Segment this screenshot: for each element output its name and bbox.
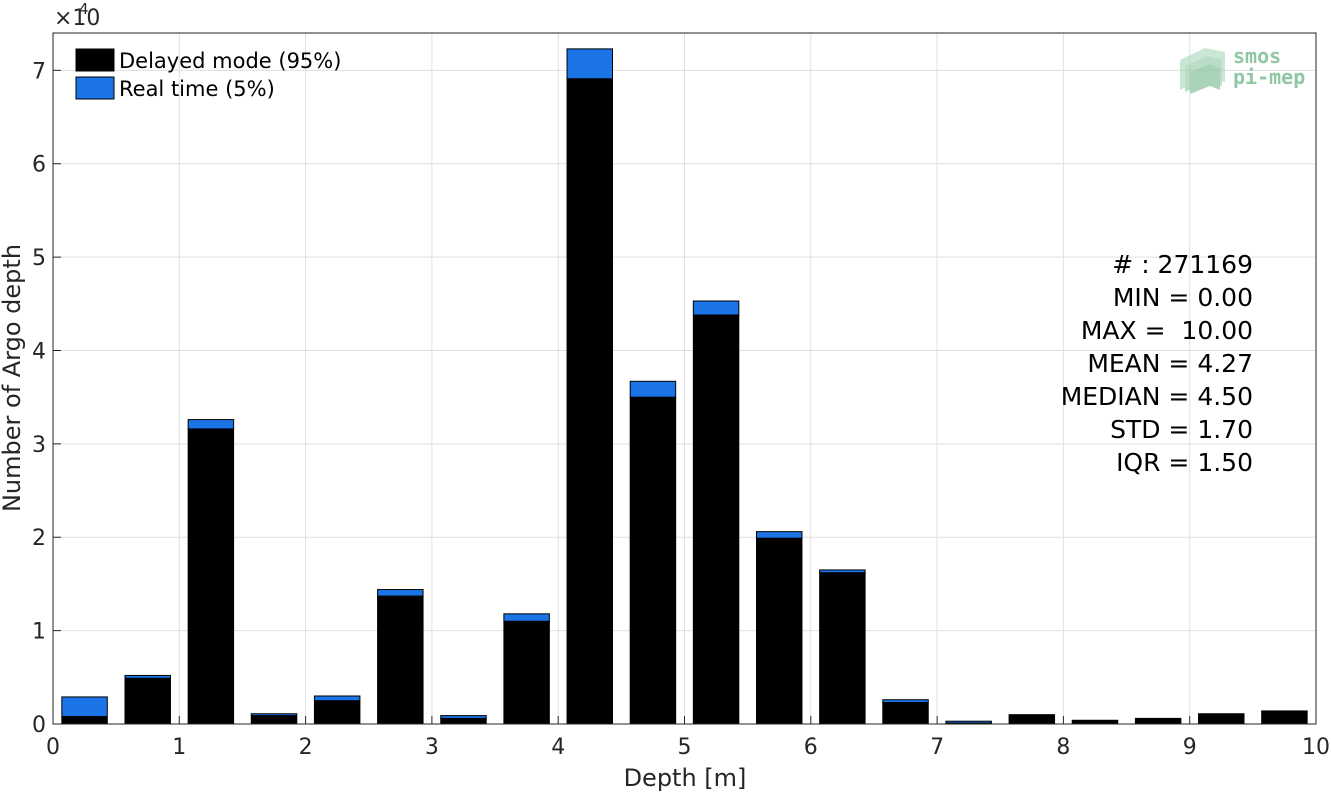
y-multiplier: ×10 4 bbox=[54, 0, 100, 31]
y-tick-label: 1 bbox=[32, 620, 46, 645]
bar-delayed-mode bbox=[1008, 714, 1056, 725]
y-tick-label: 5 bbox=[32, 246, 46, 271]
x-ticks: 0 1 2 3 4 5 6 7 8 9 10 bbox=[46, 716, 1330, 760]
bar-real-time bbox=[250, 713, 298, 717]
bar-delayed-mode bbox=[440, 717, 487, 725]
x-tick-label: 4 bbox=[551, 735, 565, 760]
bar-delayed-mode bbox=[61, 716, 108, 725]
bar-delayed-mode bbox=[819, 572, 866, 725]
stats-line: MAX = 10.00 bbox=[1081, 316, 1253, 345]
bar-delayed-mode bbox=[566, 78, 614, 725]
logo-line2: pi-mep bbox=[1233, 65, 1305, 89]
x-tick-label: 8 bbox=[1056, 735, 1070, 760]
bar-real-time bbox=[124, 674, 171, 679]
bar-delayed-mode bbox=[187, 428, 235, 725]
logo-wave-icon bbox=[1180, 48, 1225, 94]
logo-line1: smos bbox=[1233, 44, 1281, 68]
x-tick-label: 6 bbox=[804, 735, 818, 760]
bar-real-time bbox=[692, 300, 740, 316]
bar-real-time bbox=[1071, 719, 1119, 722]
bar-real-time bbox=[440, 715, 487, 719]
bar-delayed-mode bbox=[503, 620, 550, 725]
bar-real-time bbox=[566, 48, 614, 80]
legend: Delayed mode (95%) Real time (5%) bbox=[75, 48, 341, 101]
bar-delayed-mode bbox=[629, 396, 677, 725]
bar-real-time bbox=[313, 695, 361, 702]
legend-label-realtime: Real time (5%) bbox=[119, 77, 275, 101]
bar-delayed-mode bbox=[124, 677, 171, 725]
x-axis-label: Depth [m] bbox=[624, 764, 747, 792]
bar-delayed-mode bbox=[1198, 714, 1245, 725]
bar-real-time bbox=[377, 589, 424, 597]
bar-delayed-mode bbox=[377, 595, 424, 725]
bar-delayed-mode bbox=[313, 700, 361, 725]
y-tick-label: 0 bbox=[32, 713, 46, 738]
y-multiplier-exponent: 4 bbox=[79, 0, 89, 18]
stats-line: MEDIAN = 4.50 bbox=[1061, 382, 1253, 411]
legend-label-delayed: Delayed mode (95%) bbox=[119, 49, 341, 73]
stats-line: # : 271169 bbox=[1112, 250, 1253, 279]
bar-delayed-mode bbox=[1261, 711, 1308, 725]
x-tick-label: 0 bbox=[46, 735, 60, 760]
bar-real-time bbox=[819, 569, 866, 574]
bar-real-time bbox=[945, 720, 992, 724]
x-tick-label: 7 bbox=[930, 735, 944, 760]
bar-delayed-mode bbox=[250, 715, 298, 725]
stats-line: STD = 1.70 bbox=[1110, 415, 1253, 444]
x-tick-label: 10 bbox=[1302, 735, 1330, 760]
bar-delayed-mode bbox=[692, 314, 740, 725]
bar-delayed-mode bbox=[755, 537, 803, 725]
bar-real-time bbox=[1198, 713, 1245, 716]
y-tick-label: 4 bbox=[32, 339, 46, 364]
bar-real-time bbox=[187, 419, 235, 430]
x-tick-label: 1 bbox=[172, 735, 186, 760]
grid bbox=[52, 33, 1317, 725]
bar-real-time bbox=[755, 531, 803, 539]
bar-real-time bbox=[61, 696, 108, 718]
bar-delayed-mode bbox=[1134, 717, 1182, 725]
stats-line: IQR = 1.50 bbox=[1116, 448, 1253, 477]
x-tick-label: 9 bbox=[1183, 735, 1197, 760]
bar-real-time bbox=[503, 613, 550, 622]
bar-real-time bbox=[882, 699, 929, 704]
x-tick-label: 2 bbox=[299, 735, 313, 760]
y-tick-label: 6 bbox=[32, 153, 46, 178]
stats-line: MIN = 0.00 bbox=[1113, 283, 1253, 312]
bars bbox=[61, 48, 1308, 725]
bar-delayed-mode bbox=[882, 702, 929, 725]
y-tick-label: 3 bbox=[32, 433, 46, 458]
y-tick-label: 2 bbox=[32, 526, 46, 551]
stats-annotation: # : 271169 MIN = 0.00 MAX = 10.00 MEAN = 4.… bbox=[1061, 250, 1253, 477]
x-tick-label: 5 bbox=[678, 735, 692, 760]
y-axis-label: Number of Argo depth bbox=[0, 244, 26, 512]
legend-swatch-delayed bbox=[75, 48, 115, 72]
x-tick-label: 3 bbox=[425, 735, 439, 760]
y-ticks: 0 1 2 3 4 5 6 7 bbox=[32, 59, 61, 738]
bar-real-time bbox=[1261, 710, 1308, 713]
bar-real-time bbox=[629, 380, 677, 398]
y-multiplier-base: ×10 bbox=[54, 6, 100, 31]
stats-line: MEAN = 4.27 bbox=[1087, 349, 1253, 378]
legend-swatch-realtime bbox=[75, 76, 115, 100]
y-tick-label: 7 bbox=[32, 59, 46, 84]
smos-pi-mep-logo: smos pi-mep bbox=[1180, 44, 1305, 94]
